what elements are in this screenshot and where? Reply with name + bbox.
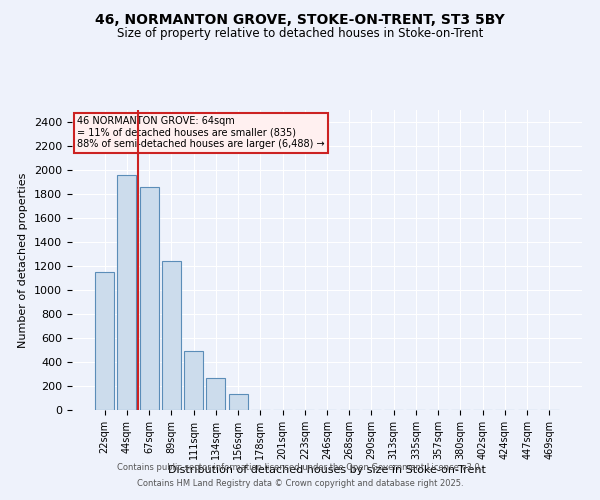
Bar	[206, 378, 225, 410]
Text: 46 NORMANTON GROVE: 64sqm
= 11% of detached houses are smaller (835)
88% of semi: 46 NORMANTON GROVE: 64sqm = 11% of detac…	[77, 116, 325, 149]
Text: Contains public sector information licensed under the Open Government Licence v3: Contains public sector information licen…	[118, 464, 482, 472]
Bar	[229, 394, 248, 410]
Text: Contains HM Land Registry data © Crown copyright and database right 2025.: Contains HM Land Registry data © Crown c…	[137, 478, 463, 488]
Text: 46, NORMANTON GROVE, STOKE-ON-TRENT, ST3 5BY: 46, NORMANTON GROVE, STOKE-ON-TRENT, ST3…	[95, 12, 505, 26]
Text: Size of property relative to detached houses in Stoke-on-Trent: Size of property relative to detached ho…	[117, 28, 483, 40]
X-axis label: Distribution of detached houses by size in Stoke-on-Trent: Distribution of detached houses by size …	[168, 464, 486, 474]
Y-axis label: Number of detached properties: Number of detached properties	[19, 172, 28, 348]
Bar	[140, 188, 158, 410]
Bar	[118, 175, 136, 410]
Bar	[95, 272, 114, 410]
Bar	[162, 260, 181, 410]
Bar	[184, 351, 203, 410]
